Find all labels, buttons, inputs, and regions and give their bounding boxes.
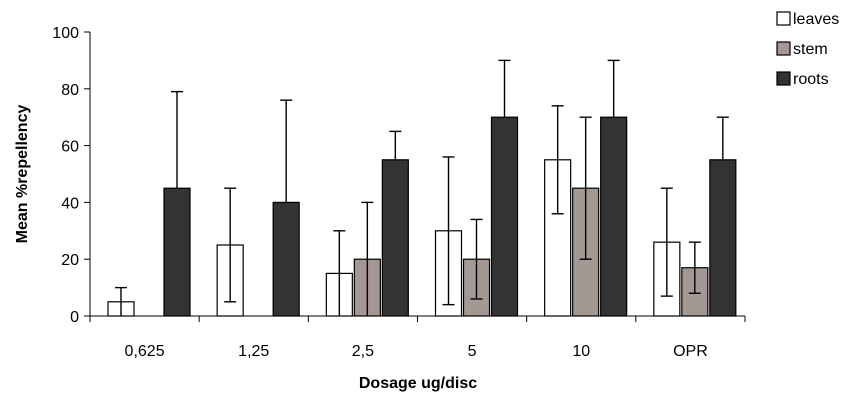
legend-swatch-roots xyxy=(776,71,791,86)
x-axis-title: Dosage ug/disc xyxy=(359,375,477,392)
bar-roots-1 xyxy=(272,201,300,317)
y-tick-label: 20 xyxy=(61,252,79,269)
y-axis: 0 20 40 60 80 100 xyxy=(52,25,91,326)
legend: leaves stem roots xyxy=(776,11,839,88)
x-tick-label: 10 xyxy=(572,343,590,360)
y-tick-label: 40 xyxy=(61,195,79,212)
x-tick-label: OPR xyxy=(673,343,708,360)
legend-swatch-leaves xyxy=(776,11,791,26)
x-tick-label: 2,5 xyxy=(352,343,374,360)
x-tick-label: 5 xyxy=(468,343,477,360)
legend-label-roots: roots xyxy=(793,71,829,88)
x-tick-label: 0,625 xyxy=(125,343,165,360)
x-axis: 0,625 1,25 2,5 5 10 OPR xyxy=(89,315,746,360)
y-tick-label: 100 xyxy=(52,25,79,42)
legend-label-leaves: leaves xyxy=(793,11,839,28)
legend-label-stem: stem xyxy=(793,41,828,58)
y-tick-label: 60 xyxy=(61,139,79,156)
y-tick-label: 0 xyxy=(70,309,79,326)
x-tick-label: 1,25 xyxy=(238,343,269,360)
legend-swatch-stem xyxy=(776,41,791,56)
plot-area xyxy=(107,59,737,317)
y-tick-label: 80 xyxy=(61,82,79,99)
y-axis-title: Mean %repellency xyxy=(14,105,31,244)
bar-roots-2 xyxy=(381,159,409,317)
bar-roots-5 xyxy=(709,159,737,317)
bar-roots-4 xyxy=(600,116,628,317)
bar-roots-3 xyxy=(490,116,519,317)
bar-roots-0 xyxy=(163,187,191,317)
